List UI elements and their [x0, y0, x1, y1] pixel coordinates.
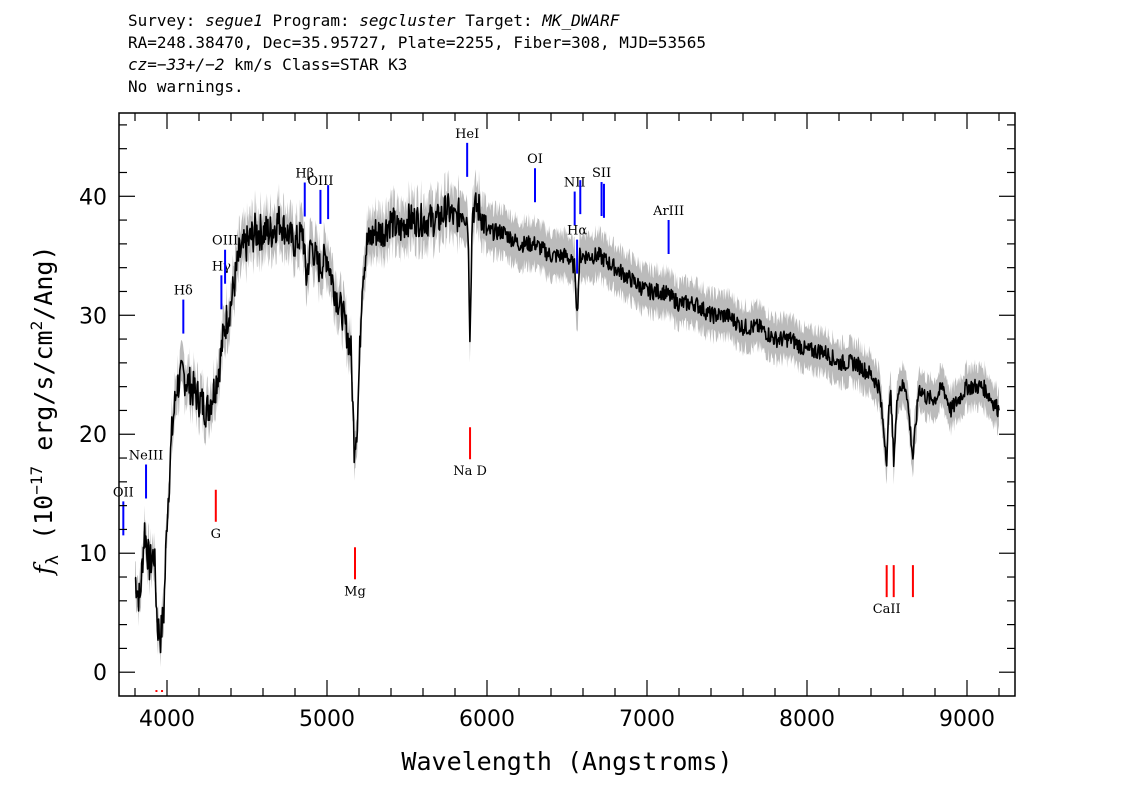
svg-text:fλ (10−17 erg/s/cm2/Ang): fλ (10−17 erg/s/cm2/Ang)	[27, 245, 63, 576]
y-tick-label: 40	[79, 185, 107, 210]
emission-line-label: OI	[527, 152, 543, 167]
spectral-line-markers: OIINeIIIHδHγOIIIHβOIIIHeIOINIIHαSIIArIII…	[113, 127, 914, 692]
target-value: MK_DWARF	[542, 11, 620, 30]
y-axis-label: fλ (10−17 erg/s/cm2/Ang)	[27, 245, 63, 576]
cz-value: −33+/−2	[156, 55, 225, 74]
cz-label: cz=	[128, 55, 157, 74]
error-band-area	[135, 169, 999, 668]
absorption-line-label: CaII	[873, 602, 901, 617]
program-value: segcluster	[359, 11, 456, 30]
axis-ticks: 4000 5000 6000 7000 8000 9000 0 10 20 30 40	[79, 113, 1015, 732]
x-axis-label: Wavelength (Angstroms)	[401, 747, 732, 776]
emission-line-label: Hβ	[295, 167, 314, 182]
cz-unit-class: km/s Class=STAR K3	[224, 55, 408, 74]
emission-line-label: OIII	[212, 234, 238, 249]
emission-line-label: OIII	[307, 174, 333, 189]
emission-line-label: OII	[113, 485, 134, 500]
x-tick-label: 6000	[459, 707, 515, 732]
x-tick-label: 9000	[939, 707, 995, 732]
program-label: Program:	[272, 11, 350, 30]
emission-line-label: Hδ	[174, 284, 193, 299]
flux-line	[134, 192, 1000, 654]
emission-line-label: SII	[592, 166, 611, 181]
x-tick-label: 4000	[139, 707, 195, 732]
absorption-line-label: Na D	[453, 464, 487, 479]
absorption-line-label: G	[211, 527, 221, 542]
absorption-line-label: Mg	[344, 584, 366, 599]
header-line-3: cz=−33+/−2 km/s Class=STAR K3	[128, 54, 706, 76]
emission-line-label: HeI	[455, 127, 479, 142]
y-tick-label: 30	[79, 304, 107, 329]
x-tick-label: 5000	[299, 707, 355, 732]
target-label: Target:	[465, 11, 533, 30]
emission-line-label: Hα	[567, 224, 587, 239]
survey-label: Survey:	[128, 11, 196, 30]
header-warnings: No warnings.	[128, 77, 244, 96]
plot-frame	[118, 112, 1016, 697]
y-tick-label: 20	[79, 423, 107, 448]
emission-line-label: Hγ	[212, 259, 231, 274]
spectrum-header: Survey: segue1 Program: segcluster Targe…	[128, 10, 706, 98]
survey-value: segue1	[205, 11, 263, 30]
y-tick-label: 0	[93, 661, 107, 686]
header-line-2: RA=248.38470, Dec=35.95727, Plate=2255, …	[128, 33, 706, 52]
emission-line-label: ArIII	[652, 204, 684, 219]
x-tick-label: 8000	[779, 707, 835, 732]
flux-series	[134, 192, 1000, 654]
y-tick-label: 10	[79, 542, 107, 567]
emission-line-label: NeIII	[129, 448, 163, 463]
x-tick-label: 7000	[619, 707, 675, 732]
error-band	[135, 169, 999, 668]
header-line-1: Survey: segue1 Program: segcluster Targe…	[128, 10, 706, 32]
emission-line-label: NII	[564, 176, 586, 191]
